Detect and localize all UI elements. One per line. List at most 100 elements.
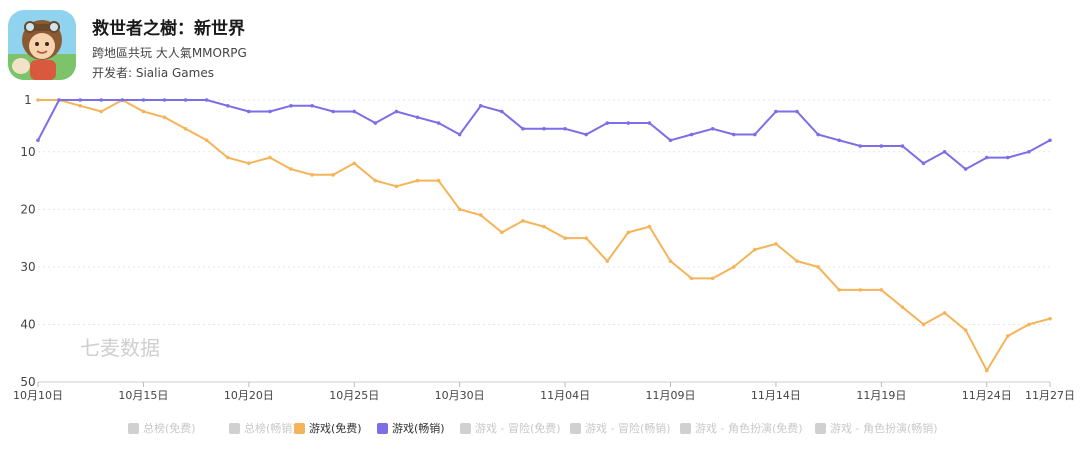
- legend-swatch: [680, 422, 691, 434]
- x-tick-label: 10月20日: [224, 389, 274, 402]
- data-point: [837, 138, 841, 143]
- legend-item[interactable]: 游戏 - 冒险(畅销): [570, 420, 671, 436]
- y-tick-label: 50: [20, 375, 35, 389]
- legend-label: 游戏 - 冒险(免费): [475, 422, 561, 435]
- data-point: [289, 167, 293, 171]
- data-point: [689, 276, 694, 281]
- data-point: [879, 144, 884, 148]
- data-point: [563, 126, 567, 131]
- data-point: [521, 126, 525, 131]
- x-tick-label: 11月19日: [856, 389, 906, 402]
- x-tick-label: 11月09日: [646, 389, 696, 402]
- data-point: [963, 328, 968, 333]
- series-line: [38, 99, 1051, 372]
- data-point: [774, 242, 778, 246]
- data-point: [984, 155, 989, 160]
- data-point: [373, 178, 378, 183]
- data-point: [99, 98, 104, 102]
- y-tick-label: 20: [20, 202, 35, 216]
- grid-lines: [38, 99, 1050, 383]
- data-point: [183, 126, 188, 131]
- data-point: [436, 121, 441, 125]
- legend-swatch: [294, 422, 305, 434]
- data-point: [310, 103, 314, 108]
- data-point: [900, 144, 905, 148]
- legend-item[interactable]: 游戏(畅销): [377, 420, 445, 436]
- x-axis: 10月10日 10月15日 10月20日 10月25日 10月30日 11月04日 11月0…: [13, 382, 1075, 402]
- data-point: [457, 132, 462, 137]
- legend-swatch: [229, 422, 240, 434]
- data-point: [1006, 334, 1010, 338]
- data-point: [605, 259, 610, 263]
- legend-item[interactable]: 总榜(免费): [128, 420, 196, 436]
- data-point: [500, 230, 504, 235]
- data-point: [394, 109, 399, 114]
- legend-label: 游戏 - 冒险(畅销): [585, 422, 671, 435]
- legend-label: 游戏(畅销): [392, 422, 445, 435]
- data-point: [373, 121, 378, 125]
- legend-swatch: [460, 422, 471, 434]
- data-point: [753, 132, 757, 137]
- data-point: [268, 109, 272, 114]
- data-point: [247, 161, 251, 166]
- data-point: [99, 109, 104, 114]
- data-point: [837, 288, 841, 292]
- data-point: [584, 132, 588, 137]
- data-point: [731, 132, 736, 137]
- legend-item[interactable]: 游戏 - 冒险(免费): [460, 420, 561, 436]
- legend-item[interactable]: 总榜(畅销): [229, 420, 297, 436]
- data-point: [647, 224, 652, 229]
- data-point: [141, 98, 146, 102]
- data-point: [478, 213, 483, 217]
- data-point: [36, 138, 40, 143]
- legend-item[interactable]: 游戏(免费): [294, 420, 362, 436]
- data-point: [542, 126, 546, 131]
- data-point: [310, 173, 314, 177]
- x-tick-label: 11月27日: [1025, 389, 1075, 402]
- data-point: [415, 115, 420, 120]
- app-developer: 开发者: Sialia Games: [92, 64, 214, 81]
- data-point: [795, 259, 799, 263]
- legend-label: 游戏 - 角色扮演(畅销): [830, 422, 938, 435]
- data-point: [563, 236, 567, 240]
- data-point: [268, 155, 272, 160]
- legend-label: 游戏(免费): [309, 422, 362, 435]
- series-line: [37, 99, 1051, 171]
- legend-label: 游戏 - 角色扮演(免费): [695, 422, 803, 435]
- data-point: [247, 109, 251, 114]
- data-point: [626, 121, 631, 125]
- data-point: [942, 149, 947, 154]
- data-point: [225, 155, 230, 160]
- data-point: [162, 98, 167, 102]
- legend-item[interactable]: 游戏 - 角色扮演(畅销): [815, 420, 938, 436]
- data-point: [183, 98, 188, 102]
- x-tick-label: 11月14日: [751, 389, 801, 402]
- data-point: [331, 173, 335, 177]
- watermark: 七麦数据: [80, 336, 160, 360]
- developer-name[interactable]: Sialia Games: [135, 66, 214, 80]
- x-tick-label: 10月15日: [118, 389, 168, 402]
- data-point: [204, 138, 209, 143]
- legend-swatch: [815, 422, 826, 434]
- app-header: 救世者之樹：新世界 跨地區共玩 大人氣MMORPG 开发者: Sialia Ga…: [8, 8, 608, 82]
- legend-item[interactable]: 游戏 - 角色扮演(免费): [680, 420, 803, 436]
- data-point: [731, 265, 736, 269]
- data-point: [816, 132, 820, 137]
- x-tick-label: 10月30日: [435, 389, 485, 402]
- data-point: [352, 161, 357, 166]
- rank-line-chart: 1 10 20 30 40 50 10月10日 10月15日 10月20日 10月25日 10月3…: [13, 93, 1075, 402]
- data-point: [753, 247, 757, 252]
- y-tick-label: 10: [20, 145, 35, 159]
- developer-label: 开发者:: [92, 66, 136, 80]
- data-point: [668, 259, 673, 263]
- data-point: [204, 98, 209, 102]
- data-point: [858, 144, 863, 148]
- data-point: [921, 322, 926, 327]
- data-point: [984, 368, 989, 373]
- data-point: [710, 126, 715, 131]
- data-point: [879, 288, 884, 292]
- data-point: [36, 98, 40, 102]
- data-point: [689, 132, 694, 137]
- data-point: [457, 207, 462, 212]
- y-tick-label: 40: [20, 317, 35, 331]
